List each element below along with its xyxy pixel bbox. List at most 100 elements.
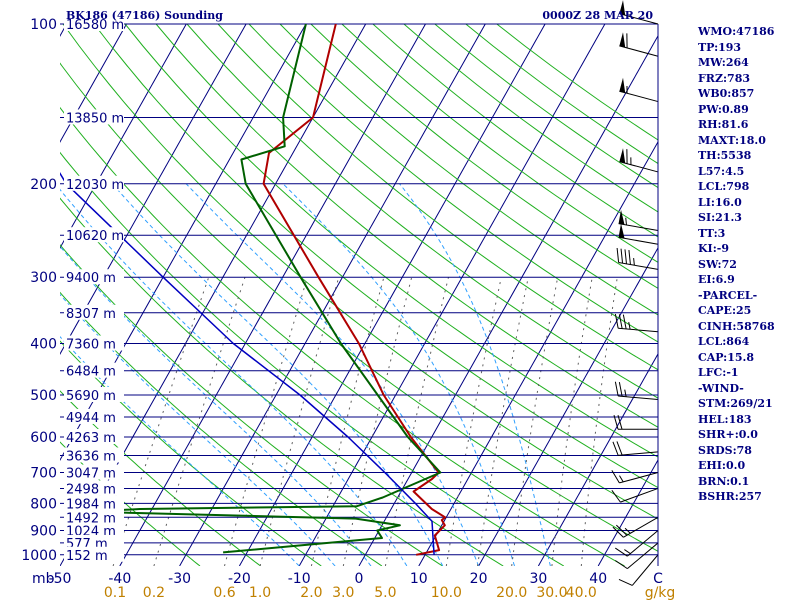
- mixing-ratio-label: 40.0: [566, 585, 597, 600]
- mixing-ratio-line: [259, 277, 340, 566]
- wind-barb-staff: [618, 261, 659, 270]
- index-item: MW:264: [698, 56, 749, 69]
- index-item: HEL:183: [698, 412, 752, 426]
- height-label: 8307 m: [66, 307, 116, 322]
- sounding-profiles: [60, 24, 447, 556]
- wind-barb-staff: [619, 45, 659, 57]
- wind-barb-feather: [618, 579, 633, 586]
- wind-barb-half-feather: [628, 322, 631, 330]
- wind-barb: [619, 0, 659, 25]
- mixing-ratio-line: [445, 277, 502, 566]
- dry-adiabat-line: [248, 24, 658, 343]
- mixing-ratio-label: 0.2: [143, 585, 165, 600]
- height-label-background: [64, 408, 124, 424]
- temperature-tick-label: -20: [228, 571, 251, 587]
- wind-barb-feather: [614, 381, 619, 397]
- index-item: EHI:0.0: [698, 459, 746, 472]
- wind-barb: [611, 470, 659, 484]
- wind-barb-flag: [618, 209, 625, 225]
- index-item: CINH:58768: [698, 319, 775, 333]
- pressure-tick-label: 200: [30, 177, 57, 193]
- height-label: 152 m: [66, 549, 108, 564]
- wind-barb-staff: [618, 223, 659, 232]
- index-item: SHR+:0.0: [698, 428, 758, 441]
- wind-barb: [618, 554, 659, 586]
- height-label: 16580 m: [66, 18, 124, 33]
- dry-adiabat-line: [60, 197, 504, 566]
- height-label-background: [64, 447, 124, 463]
- mixing-ratio-line: [310, 277, 385, 566]
- height-label: 7360 m: [66, 338, 116, 353]
- pressure-tick-label: 700: [30, 466, 57, 482]
- wind-barb-staff: [619, 13, 659, 25]
- height-label-background: [64, 546, 124, 562]
- wind-barb: [619, 77, 659, 103]
- height-label-background: [64, 16, 124, 31]
- wind-barb: [613, 415, 658, 430]
- wind-barb-flag: [619, 32, 626, 48]
- dry-adiabat-line: [62, 24, 658, 520]
- wind-barb-staff: [623, 516, 659, 538]
- wind-barb-feather: [622, 314, 627, 330]
- mixing-ratio-label: 10.0: [431, 585, 462, 600]
- wind-barb-staff: [618, 395, 659, 401]
- height-label-background: [64, 269, 124, 285]
- dry-adiabat-line: [186, 24, 658, 399]
- indices-panel: WMO:47186 TP:193 MW:264 FRZ:783 WB0:857 PW:0.…: [698, 24, 798, 505]
- height-label: 3047 m: [66, 467, 116, 482]
- wind-barb-flag: [619, 148, 626, 164]
- wind-barb: [615, 530, 659, 557]
- pressure-unit-label: mb: [32, 571, 55, 587]
- dry-adiabat-line: [60, 291, 383, 566]
- height-label: 4263 m: [66, 431, 116, 446]
- wind-barb-half-feather: [624, 549, 631, 555]
- wind-barb-feather: [611, 490, 621, 503]
- dry-adiabat-line: [60, 390, 261, 566]
- moist-adiabat-line: [60, 293, 336, 566]
- index-item: -WIND-: [698, 381, 744, 395]
- mixing-ratio-line: [342, 277, 413, 566]
- height-label: 10620 m: [66, 229, 124, 244]
- dry-adiabat-line: [60, 340, 322, 566]
- index-item: LFC:-1: [698, 366, 739, 379]
- index-item: LCL:864: [698, 335, 750, 348]
- wind-barb-staff: [619, 472, 659, 484]
- wind-barb-feather: [615, 560, 628, 570]
- mixing-ratio-line: [511, 277, 559, 566]
- dry-adiabat-line: [217, 24, 658, 371]
- wind-barb: [618, 209, 659, 232]
- pressure-tick-label: 300: [30, 270, 57, 286]
- height-label: 9400 m: [66, 271, 116, 286]
- wind-barb-feather: [613, 415, 619, 430]
- temperature-tick-label: -10: [288, 571, 311, 587]
- temperature-tick-label: -40: [108, 571, 131, 587]
- wind-barb-feather: [612, 441, 619, 456]
- moist-adiabat-line: [185, 183, 480, 566]
- mixing-ratio-label: 2.0: [300, 585, 322, 600]
- height-label-background: [64, 227, 124, 243]
- parcel-profile-line: [60, 172, 435, 555]
- mixing-ratio-label: 1.0: [249, 585, 271, 600]
- index-item: L57:4.5: [698, 164, 745, 178]
- wind-barb-flag: [618, 223, 625, 239]
- height-label: 3636 m: [66, 449, 116, 464]
- temperature-tick-label: 0: [355, 571, 364, 587]
- height-label-background: [64, 335, 124, 351]
- height-label-background: [64, 509, 124, 525]
- wind-barb-flag: [619, 0, 626, 16]
- wind-barb-feather: [615, 547, 628, 557]
- mixing-ratio-label: 0.1: [104, 585, 126, 600]
- mixing-ratio-label: 0.6: [213, 585, 235, 600]
- isotherm-line: [597, 458, 658, 566]
- wind-barb: [612, 516, 659, 538]
- index-item: RH:81.6: [698, 118, 749, 131]
- isotherm-line: [60, 24, 307, 461]
- mixing-ratio-unit-label: g/kg: [645, 585, 676, 600]
- mixing-ratio-line: [580, 277, 618, 566]
- pressure-tick-label: 500: [30, 388, 57, 404]
- height-label: 1984 m: [66, 497, 116, 512]
- wind-barb-half-feather: [619, 475, 624, 483]
- mixing-ratio-label: 3.0: [332, 585, 354, 600]
- height-label: 4944 m: [66, 411, 116, 426]
- temperature-tick-label: 30: [529, 571, 547, 587]
